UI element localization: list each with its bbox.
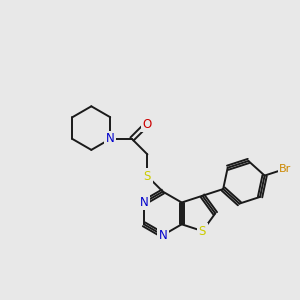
Text: S: S <box>144 170 151 183</box>
Text: N: N <box>106 133 115 146</box>
Text: N: N <box>140 196 148 209</box>
Text: O: O <box>142 118 151 131</box>
Text: Br: Br <box>279 164 292 174</box>
Text: N: N <box>158 229 167 242</box>
Text: S: S <box>199 224 206 238</box>
